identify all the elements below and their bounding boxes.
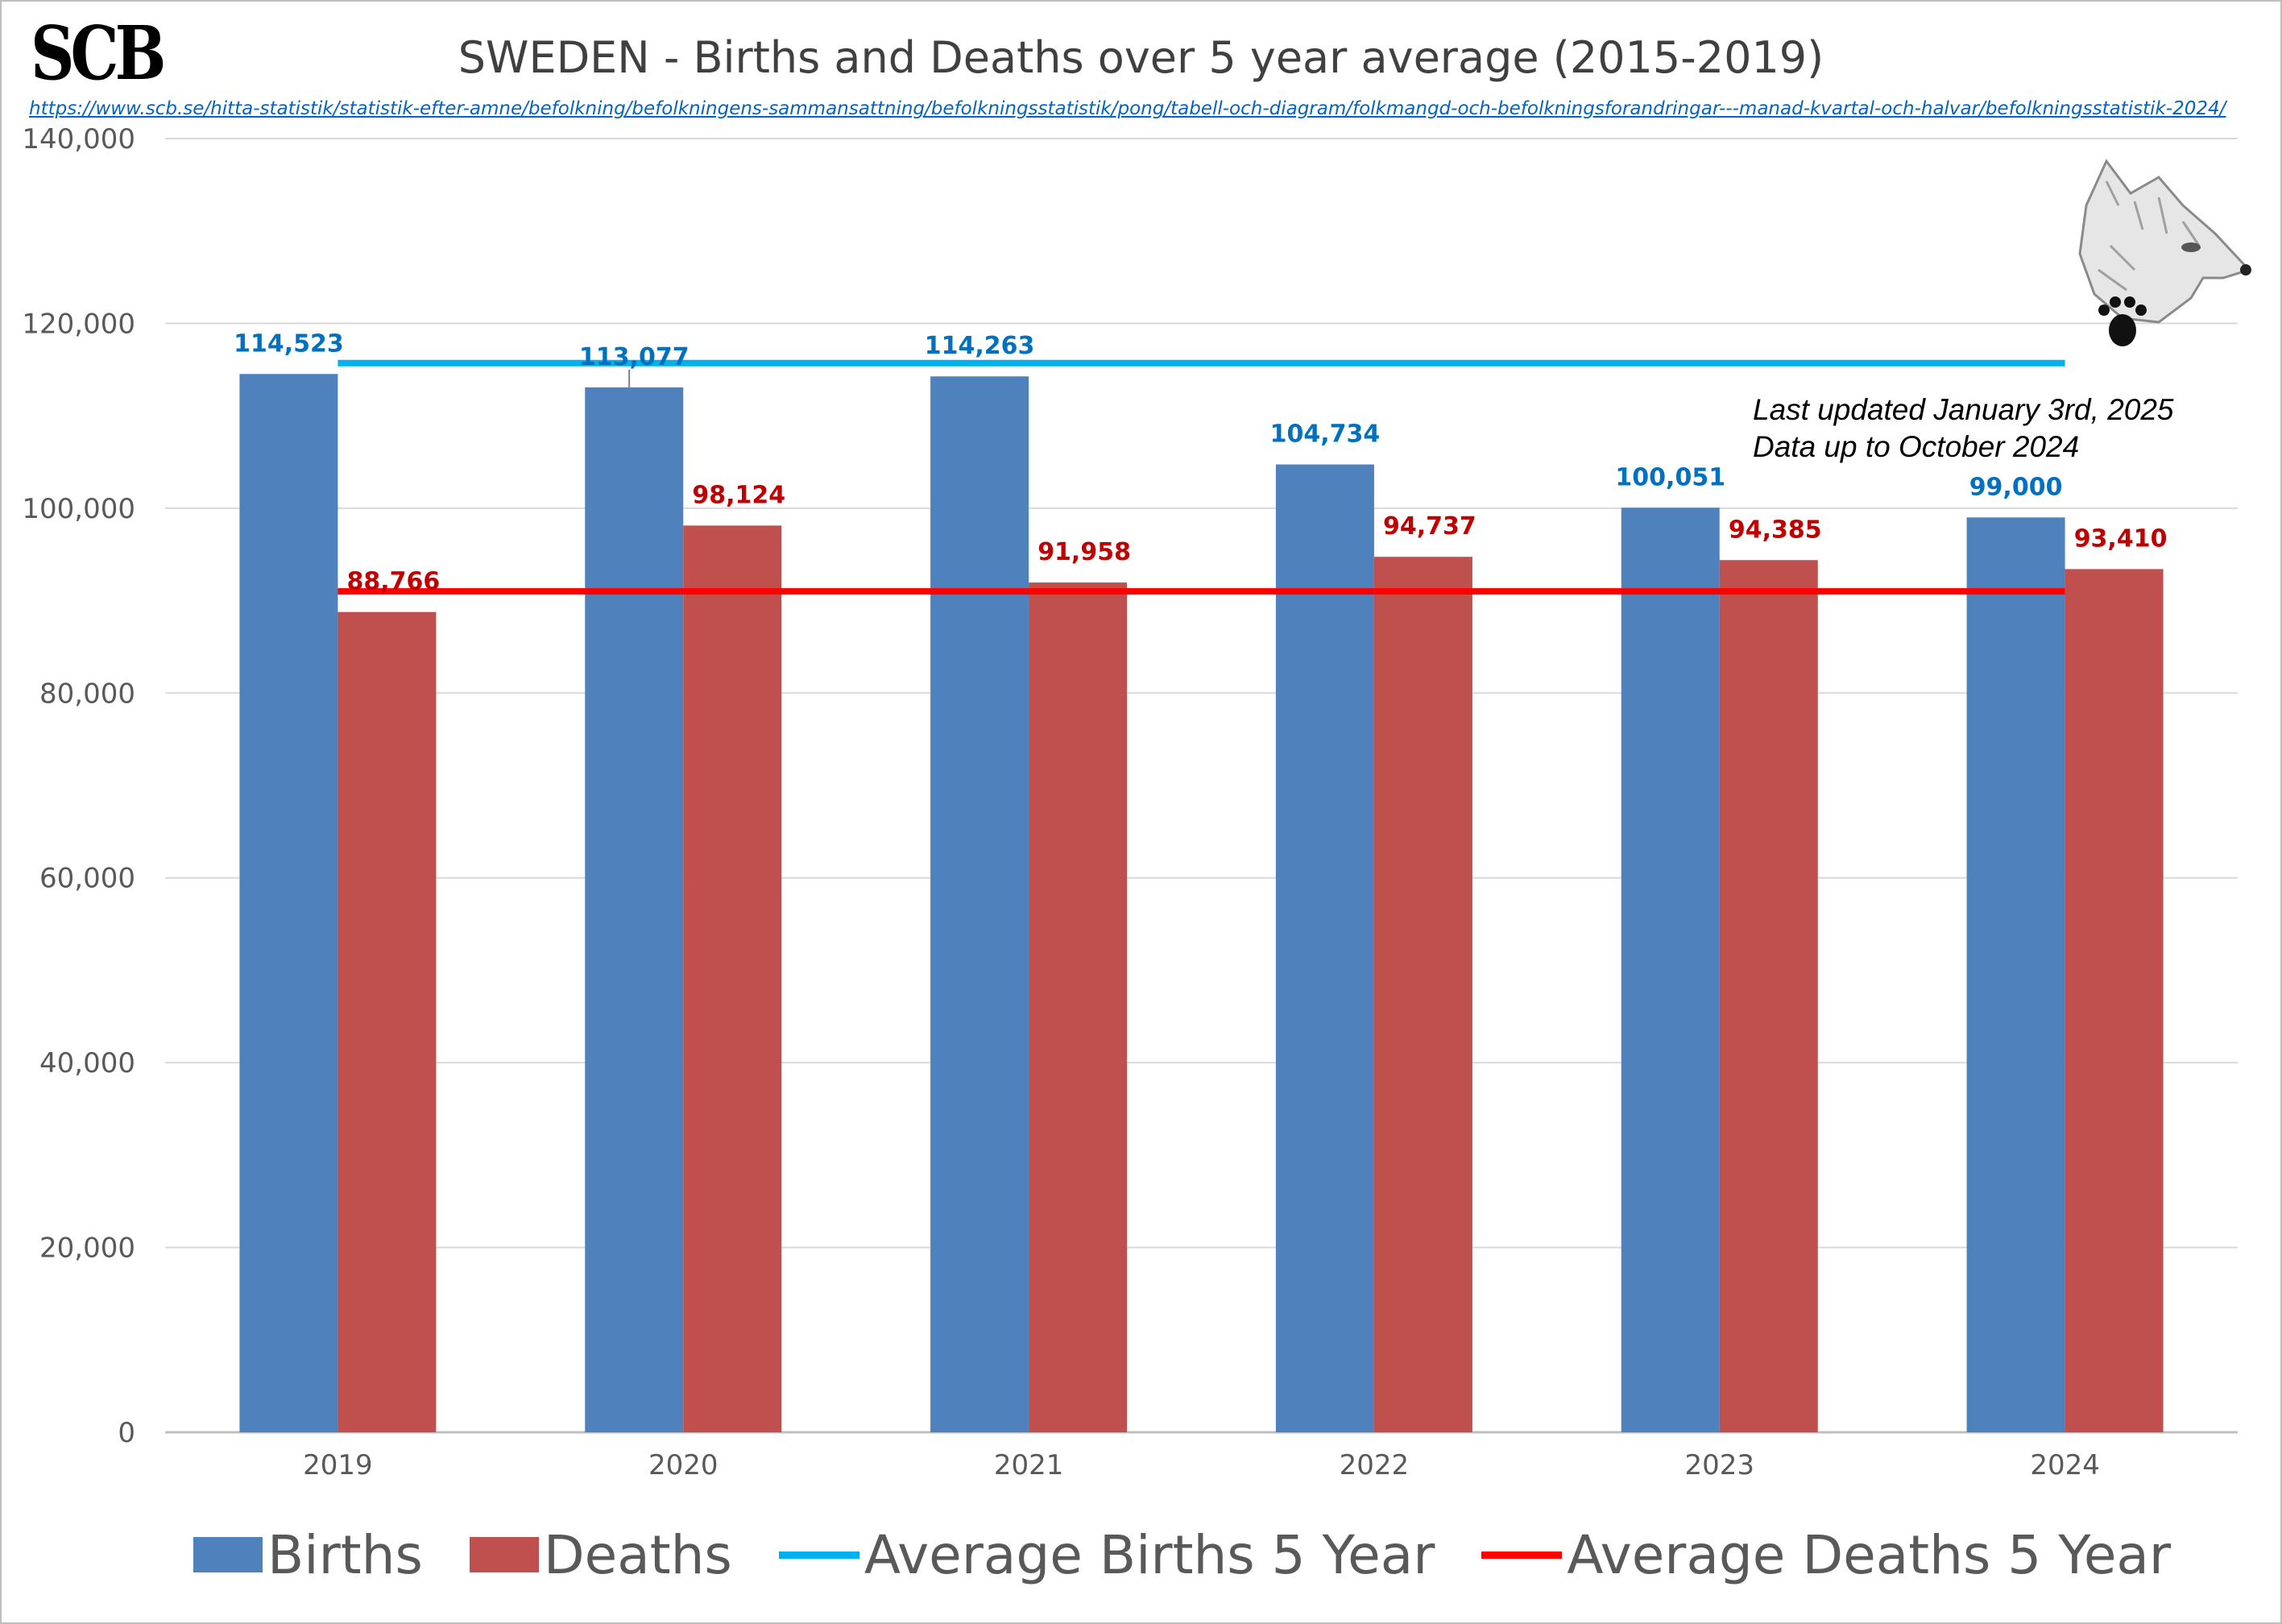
data-label-births: 104,734 — [1270, 420, 1381, 449]
y-tick-label: 120,000 — [22, 308, 135, 340]
x-tick-label: 2019 — [303, 1449, 373, 1481]
data-label-births: 113,077 — [579, 343, 690, 371]
source-link[interactable]: https://www.scb.se/hitta-statistik/stati… — [29, 98, 2226, 119]
bar-deaths — [1719, 560, 1818, 1432]
bar-births — [585, 387, 684, 1433]
scb-logo: SCB — [31, 10, 166, 97]
bar-deaths — [1373, 557, 1472, 1433]
data-label-deaths: 93,410 — [2074, 524, 2168, 553]
legend-swatch-deaths — [469, 1537, 539, 1572]
data-labels: 114,523 88,766 113,077 98,124 114,263 91,958 1… — [234, 329, 2167, 595]
legend-item-deaths: Deaths — [469, 1523, 732, 1586]
data-label-deaths: 88,766 — [347, 568, 441, 596]
bar-births — [1621, 508, 1720, 1432]
update-note: Last updated January 3rd, 2025 Data up t… — [1753, 392, 2174, 466]
y-tick-label: 20,000 — [39, 1232, 135, 1265]
y-tick-label: 140,000 — [22, 123, 135, 155]
bar-deaths — [1029, 582, 1128, 1432]
bar-births — [1966, 517, 2065, 1432]
y-tick-label: 40,000 — [39, 1047, 135, 1079]
chart-title: SWEDEN - Births and Deaths over 5 year a… — [458, 32, 1824, 83]
data-label-deaths: 91,958 — [1037, 538, 1131, 566]
x-tick-label: 2024 — [2030, 1449, 2100, 1481]
data-label-births: 100,051 — [1615, 463, 1725, 491]
legend: Births Deaths Average Births 5 Year Aver… — [193, 1518, 2218, 1591]
wolf-watermark-icon — [2078, 159, 2251, 346]
legend-label-births: Births — [267, 1523, 423, 1586]
update-note-line1: Last updated January 3rd, 2025 — [1753, 393, 2174, 426]
average-lines — [338, 359, 2065, 595]
data-label-deaths: 94,737 — [1383, 512, 1476, 541]
legend-swatch-avg-deaths — [1481, 1551, 1563, 1559]
data-label-births: 99,000 — [1969, 473, 2063, 501]
data-label-deaths: 94,385 — [1729, 516, 1822, 544]
legend-label-deaths: Deaths — [543, 1523, 732, 1586]
bar-deaths — [683, 525, 782, 1432]
y-tick-label: 0 — [118, 1417, 135, 1449]
x-tick-label: 2023 — [1684, 1449, 1754, 1481]
bars — [239, 374, 2164, 1433]
legend-item-avg-deaths: Average Deaths 5 Year — [1481, 1524, 2171, 1586]
legend-item-births: Births — [193, 1524, 423, 1586]
update-note-line2: Data up to October 2024 — [1753, 430, 2080, 463]
y-axis-ticks: 0 20,000 40,000 60,000 80,000 100,000 120,000 1… — [22, 123, 135, 1449]
y-tick-label: 60,000 — [39, 863, 135, 895]
gridlines — [165, 138, 2238, 1434]
x-tick-label: 2022 — [1340, 1449, 1410, 1481]
bar-births — [1275, 464, 1374, 1432]
bar-births — [239, 374, 338, 1433]
y-tick-label: 100,000 — [22, 493, 135, 525]
x-axis-ticks: 2019 2020 2021 2022 2023 2024 — [303, 1449, 2100, 1481]
legend-label-avg-births: Average Births 5 Year — [864, 1523, 1435, 1586]
x-tick-label: 2021 — [994, 1449, 1064, 1481]
legend-swatch-avg-births — [778, 1551, 859, 1559]
legend-item-avg-births: Average Births 5 Year — [778, 1523, 1435, 1586]
data-label-deaths: 98,124 — [692, 481, 785, 509]
bar-deaths — [2065, 569, 2164, 1432]
data-label-births: 114,523 — [234, 329, 344, 358]
bar-births — [930, 376, 1029, 1433]
data-label-births: 114,263 — [925, 332, 1035, 360]
bar-deaths — [338, 611, 437, 1432]
legend-label-avg-deaths: Average Deaths 5 Year — [1567, 1523, 2172, 1586]
y-tick-label: 80,000 — [39, 677, 135, 710]
legend-swatch-births — [193, 1537, 263, 1572]
x-tick-label: 2020 — [648, 1449, 719, 1481]
